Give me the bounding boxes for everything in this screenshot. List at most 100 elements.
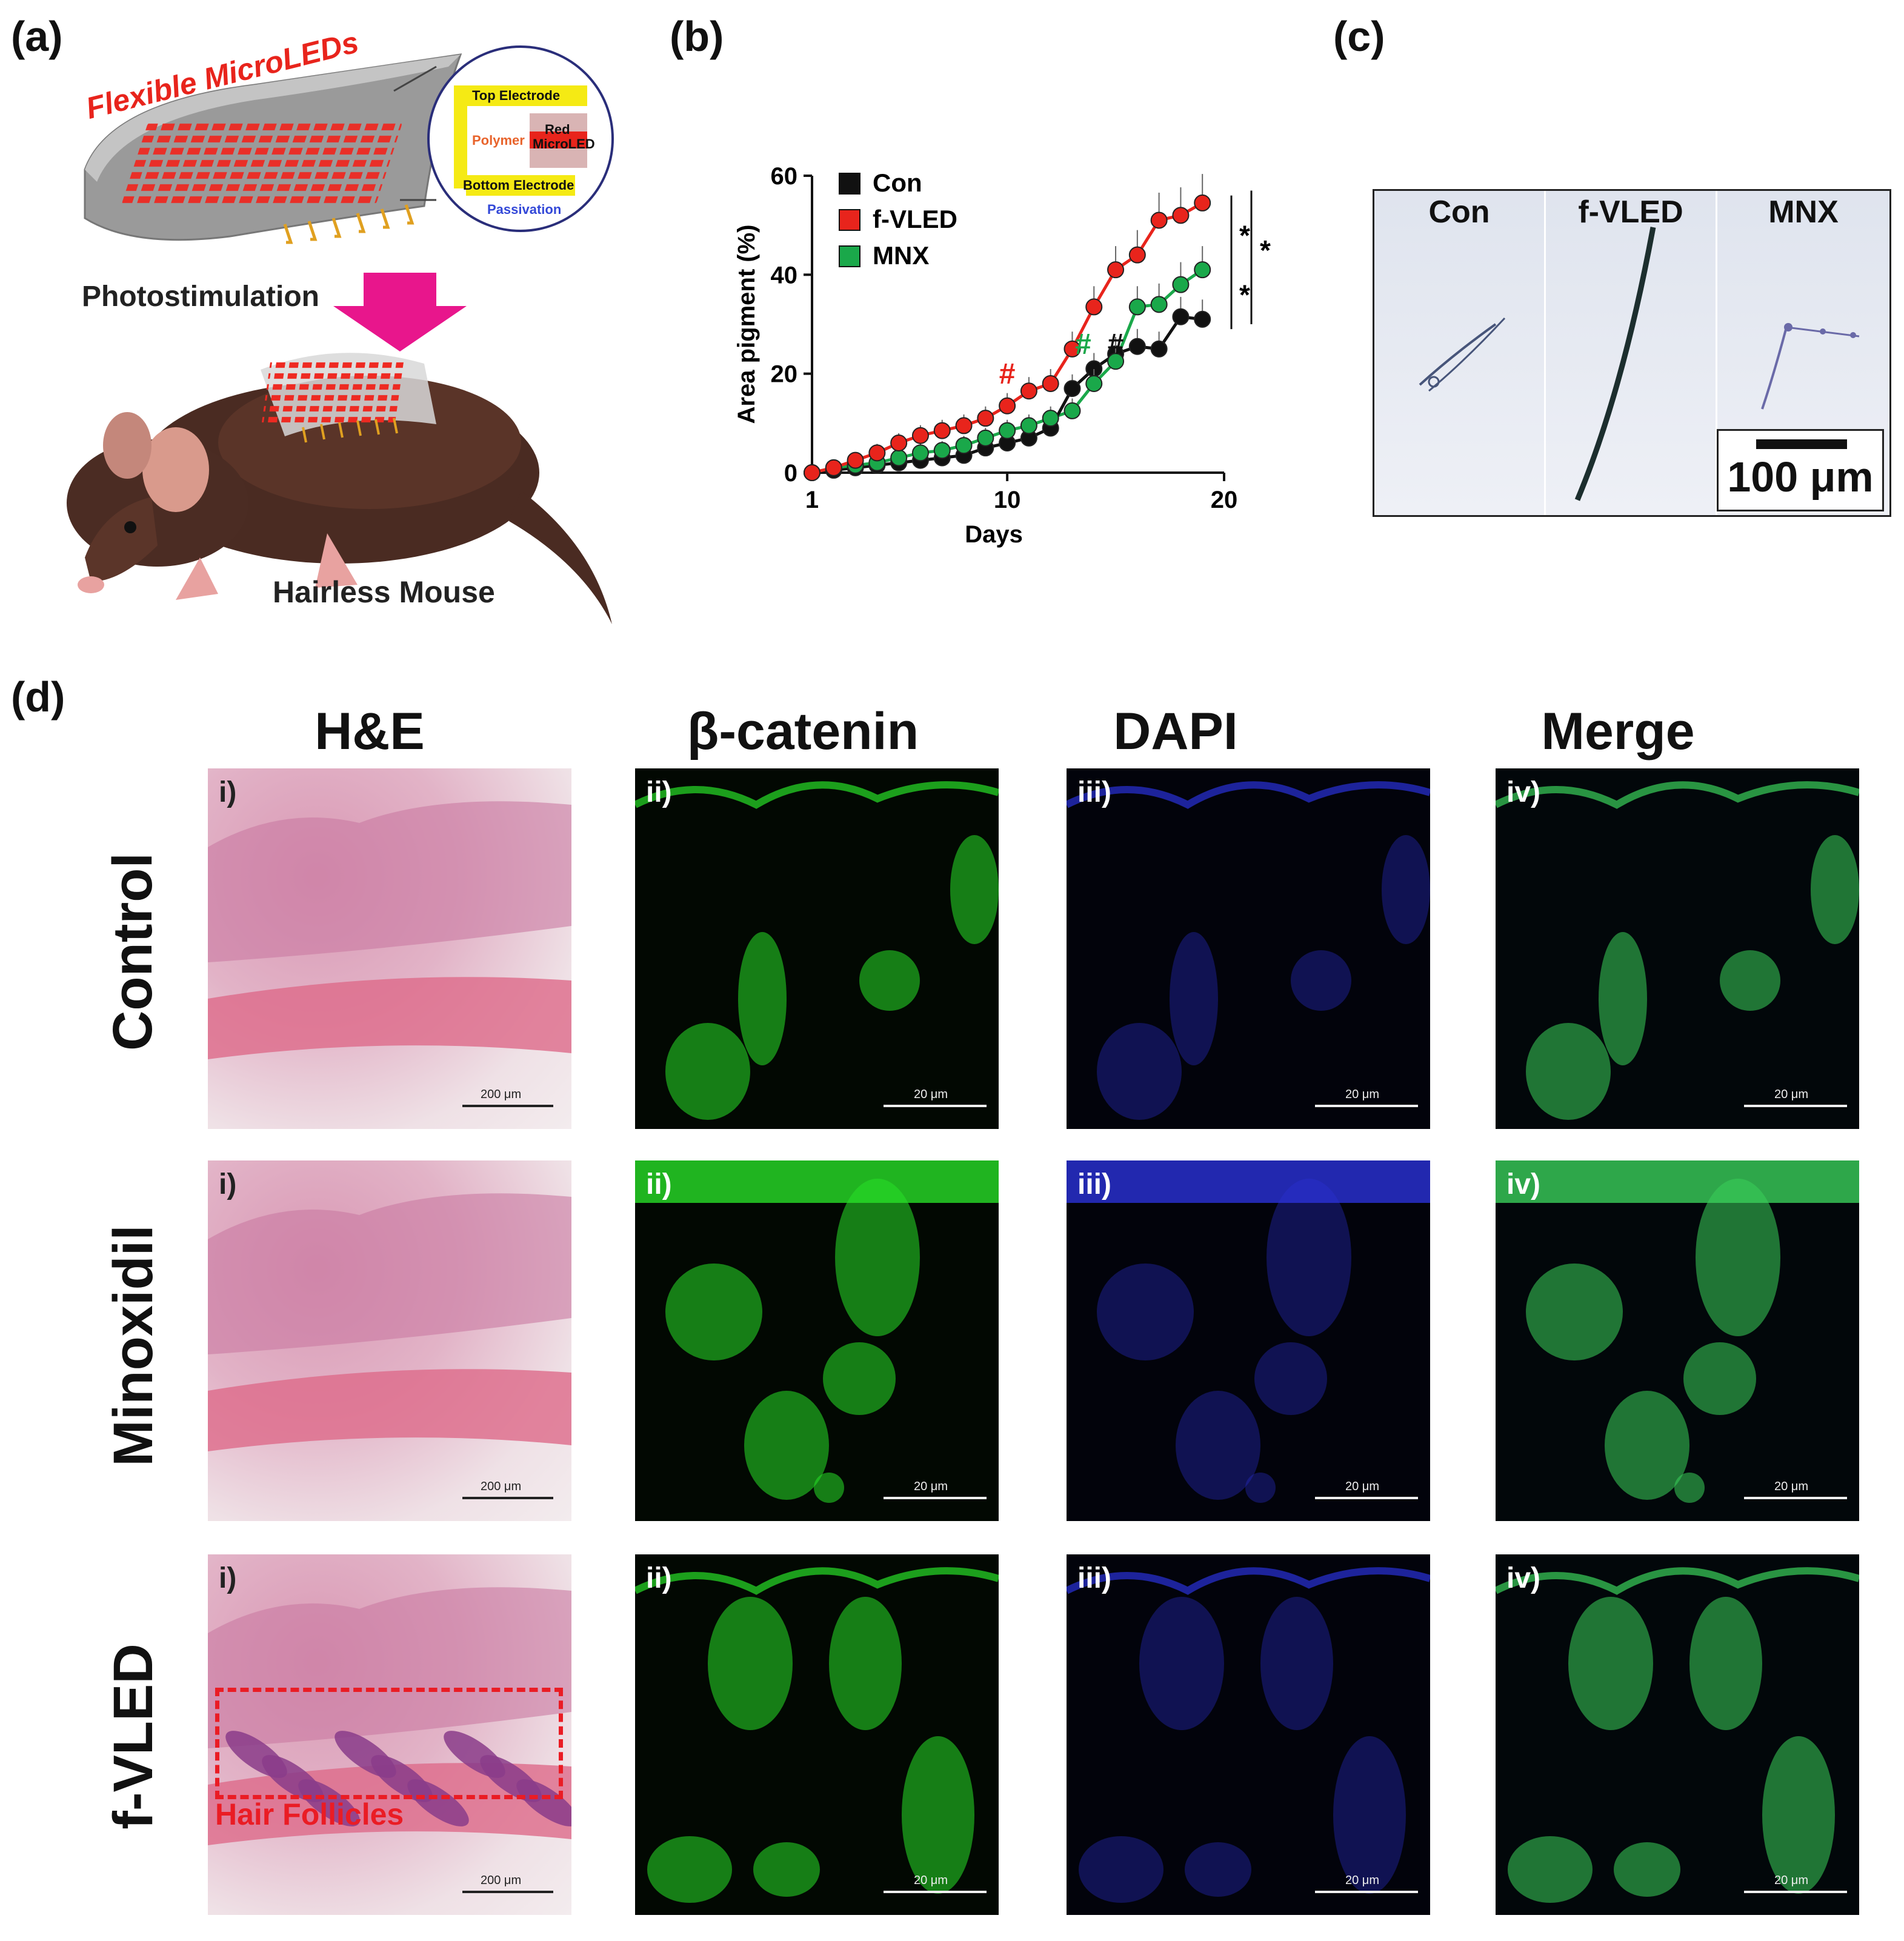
point-mnx xyxy=(1085,375,1103,392)
point-f-vled xyxy=(1107,261,1125,279)
photostimulation-arrow-icon xyxy=(333,273,467,351)
scale-bar xyxy=(1744,1497,1847,1499)
scale-bar-label: 200 μm xyxy=(481,1874,522,1887)
tissue-structures xyxy=(208,1193,571,1451)
scale-bar-label: 20 μm xyxy=(914,1480,948,1493)
microled-label: MicroLED xyxy=(533,136,595,151)
legend-swatch-con xyxy=(839,173,860,195)
legend-swatch-f-vled xyxy=(839,209,860,231)
x-tick-label: 10 xyxy=(994,487,1021,513)
y-tick-label: 40 xyxy=(771,262,798,288)
scale-bar-label: 200 μm xyxy=(481,1088,522,1101)
tile-f-vled-beta-catenin: ii) 20 μm xyxy=(635,1554,999,1915)
point-con xyxy=(1064,380,1081,398)
tile-label: iii) xyxy=(1077,1562,1111,1594)
hair-follicles-box xyxy=(215,1688,563,1799)
scale-bar xyxy=(1315,1891,1418,1893)
point-f-vled xyxy=(955,417,973,434)
photostimulation-label: Photostimulation xyxy=(82,281,319,313)
point-f-vled xyxy=(847,451,864,469)
point-mnx xyxy=(955,437,973,454)
significance-hash: # xyxy=(1108,328,1124,361)
tile-minoxidil-merge: iv) 20 μm xyxy=(1496,1160,1859,1521)
point-mnx xyxy=(1172,276,1190,293)
point-f-vled xyxy=(890,434,908,451)
bottom-electrode-bar xyxy=(466,175,575,196)
tissue-structures xyxy=(1496,1567,1859,1903)
left-electrode-bar xyxy=(454,85,467,188)
bottom-electrode-label: Bottom Electrode xyxy=(463,178,574,193)
tile-label: i) xyxy=(219,1168,237,1200)
point-f-vled xyxy=(825,459,842,476)
point-f-vled xyxy=(868,444,886,462)
tile-label: ii) xyxy=(646,1562,672,1594)
scale-bar xyxy=(462,1497,553,1499)
panel-b-letter: (b) xyxy=(670,13,724,60)
hairless-mouse-label: Hairless Mouse xyxy=(273,575,495,609)
scale-bar-label: 20 μm xyxy=(1774,1088,1808,1101)
top-electrode-label: Top Electrode xyxy=(472,88,561,103)
tile-label: iii) xyxy=(1077,776,1111,808)
tile-label: iv) xyxy=(1506,1168,1541,1200)
scale-bar-box: 100 μm xyxy=(1717,429,1884,511)
y-tick-label: 60 xyxy=(771,163,798,190)
scale-bar xyxy=(1756,439,1847,449)
tile-label: i) xyxy=(219,1562,237,1594)
tile-minoxidil-he: i) 200 μm xyxy=(208,1160,571,1521)
panel-a: Flexible MicroLEDs Top Electrode Polymer… xyxy=(0,0,654,642)
legend-label-f-vled: f-VLED xyxy=(873,205,957,233)
point-con xyxy=(1172,308,1190,325)
point-con xyxy=(1150,340,1168,358)
passivation-label: Passivation xyxy=(487,202,562,217)
tissue-structures xyxy=(1496,1160,1859,1503)
tile-label: iv) xyxy=(1506,1562,1541,1594)
point-mnx xyxy=(1150,296,1168,313)
column-header-he: H&E xyxy=(315,702,425,761)
row-label-f-vled: f-VLED xyxy=(102,1643,164,1829)
point-f-vled xyxy=(999,397,1016,415)
micrograph-label-mnx: MNX xyxy=(1768,195,1839,230)
tissue-structures xyxy=(1067,1160,1430,1503)
tile-label: ii) xyxy=(646,1168,672,1200)
red-label: Red xyxy=(545,122,570,137)
point-mnx xyxy=(933,442,951,459)
scale-bar xyxy=(462,1891,553,1893)
scale-bar xyxy=(1315,1497,1418,1499)
point-mnx xyxy=(1107,353,1125,370)
micrograph-label-con: Con xyxy=(1428,195,1490,230)
tissue-structures xyxy=(1067,1567,1430,1903)
tile-control-merge: iv) 20 μm xyxy=(1496,768,1859,1129)
area-pigment-chart: 0 20 40 60 1 10 20 Days Area pigment (%) Con f-VLE… xyxy=(733,163,1271,548)
point-mnx xyxy=(1194,261,1211,279)
significance-star: * xyxy=(1239,279,1250,310)
point-con xyxy=(1194,310,1211,328)
significance-star: * xyxy=(1239,219,1250,251)
point-f-vled xyxy=(1064,340,1081,358)
y-tick-label: 0 xyxy=(784,460,797,487)
scale-bar xyxy=(884,1497,987,1499)
row-label-minoxidil: Minoxidil xyxy=(102,1224,164,1467)
point-mnx xyxy=(890,449,908,467)
x-tick-label: 20 xyxy=(1211,487,1238,513)
row-label-minoxidil-wrap: Minoxidil xyxy=(91,1164,176,1527)
scale-bar xyxy=(1315,1105,1418,1107)
scale-bar-label: 20 μm xyxy=(1345,1088,1379,1101)
point-f-vled xyxy=(1150,211,1168,229)
column-header-beta-catenin: β-catenin xyxy=(687,702,919,761)
tissue-structures xyxy=(208,801,571,1059)
point-mnx xyxy=(1020,417,1037,434)
tile-label: iii) xyxy=(1077,1168,1111,1200)
column-header-dapi: DAPI xyxy=(1113,702,1238,761)
tile-control-dapi: iii) 20 μm xyxy=(1067,768,1430,1129)
scale-bar xyxy=(1744,1105,1847,1107)
scale-bar-label: 20 μm xyxy=(1345,1480,1379,1493)
row-label-f-vled-wrap: f-VLED xyxy=(91,1554,176,1918)
hair-shafts xyxy=(1419,227,1860,501)
x-axis-label: Days xyxy=(965,521,1023,548)
point-f-vled xyxy=(911,427,929,444)
tissue-structures xyxy=(635,1160,999,1503)
microled-block xyxy=(530,113,587,168)
tissue-structures xyxy=(208,1587,571,1845)
tile-control-beta-catenin: ii) 20 μm xyxy=(635,768,999,1129)
point-con xyxy=(1128,338,1146,355)
